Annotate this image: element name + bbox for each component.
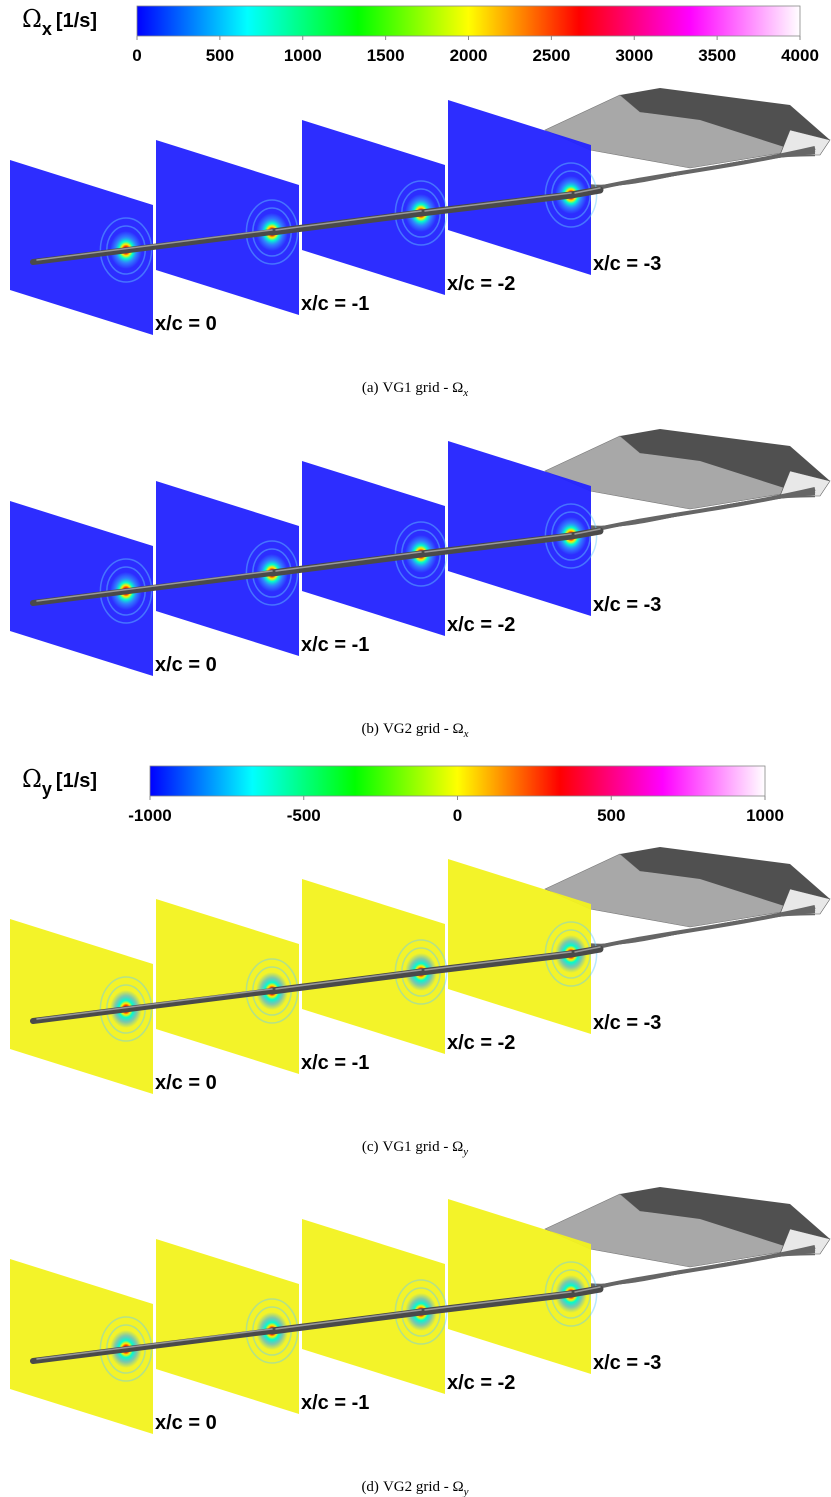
colorbar-tick-label: 3000	[615, 46, 653, 65]
colorbar	[137, 6, 800, 36]
colorbar-tick-label: 3500	[698, 46, 736, 65]
plane-label: x/c = -3	[593, 1352, 661, 1374]
caption-text: VG2 grid - Ω	[383, 721, 464, 737]
scene: x/c = 0 x/c = -1 x/c = -2 x/c = -3 (a)VG1 gr…	[10, 88, 830, 399]
colorbar-title: Ωx[1/s]	[22, 5, 97, 39]
plane-label: x/c = 0	[155, 1072, 217, 1094]
unit: [1/s]	[56, 770, 97, 792]
colorbar-tick-label: 2000	[450, 46, 488, 65]
colorbar-tick-label: -1000	[128, 806, 171, 825]
colorbar-tick-label: 0	[132, 46, 141, 65]
plane-label: x/c = 0	[155, 313, 217, 335]
plane-label: x/c = -2	[447, 614, 515, 636]
caption-label: (d)	[361, 1479, 379, 1495]
plane-label: x/c = -2	[447, 1372, 515, 1394]
colorbar-tick-label: 4000	[781, 46, 819, 65]
plane-label: x/c = -1	[301, 1392, 369, 1414]
caption: (c)VG1 grid - Ωy	[362, 1139, 468, 1158]
colorbar-tick-label: 0	[453, 806, 462, 825]
caption-text: VG1 grid - Ω	[383, 380, 464, 396]
figure: Ωx[1/s]05001000150020002500300035004000Ω…	[0, 0, 831, 1497]
symbol: Ω	[22, 765, 42, 793]
plane-label: x/c = 0	[155, 654, 217, 676]
colorbar-tick-label: 1000	[284, 46, 322, 65]
subscript: x	[42, 19, 52, 39]
subscript: y	[42, 779, 52, 799]
symbol: Ω	[22, 5, 42, 33]
plane-label: x/c = 0	[155, 1412, 217, 1434]
caption: (a)VG1 grid - Ωx	[362, 380, 468, 399]
plane-label: x/c = -1	[301, 1052, 369, 1074]
caption-label: (b)	[361, 721, 379, 737]
caption: (d)VG2 grid - Ωy	[361, 1479, 468, 1497]
caption-label: (c)	[362, 1139, 379, 1155]
caption-text: VG2 grid - Ω	[383, 1479, 464, 1495]
colorbar-tick-label: 500	[597, 806, 625, 825]
colorbar-tick-label: -500	[287, 806, 321, 825]
colorbar	[150, 766, 765, 796]
caption-subscript: y	[463, 1486, 469, 1497]
colorbar-tick-label: 1500	[367, 46, 405, 65]
colorbar-tick-label: 2500	[532, 46, 570, 65]
scene: x/c = 0 x/c = -1 x/c = -2 x/c = -3 (c)VG1 gr…	[10, 847, 830, 1158]
colorbar-title: Ωy[1/s]	[22, 765, 97, 799]
colorbar-tick-label: 1000	[746, 806, 784, 825]
plane-label: x/c = -3	[593, 1012, 661, 1034]
plane-label: x/c = -1	[301, 293, 369, 315]
plane-label: x/c = -3	[593, 594, 661, 616]
plane-label: x/c = -2	[447, 273, 515, 295]
caption-subscript: x	[463, 728, 469, 740]
caption-subscript: x	[462, 387, 468, 399]
colorbar-tick-label: 500	[206, 46, 234, 65]
scene: x/c = 0 x/c = -1 x/c = -2 x/c = -3 (b)VG2 gr…	[10, 429, 830, 740]
plane-label: x/c = -1	[301, 634, 369, 656]
plane-label: x/c = -2	[447, 1032, 515, 1054]
caption-text: VG1 grid - Ω	[383, 1139, 464, 1155]
scene: x/c = 0 x/c = -1 x/c = -2 x/c = -3 (d)VG2 gr…	[10, 1187, 830, 1497]
plane-label: x/c = -3	[593, 253, 661, 275]
caption-subscript: y	[462, 1146, 468, 1158]
caption: (b)VG2 grid - Ωx	[361, 721, 468, 740]
caption-label: (a)	[362, 380, 379, 396]
unit: [1/s]	[56, 10, 97, 32]
